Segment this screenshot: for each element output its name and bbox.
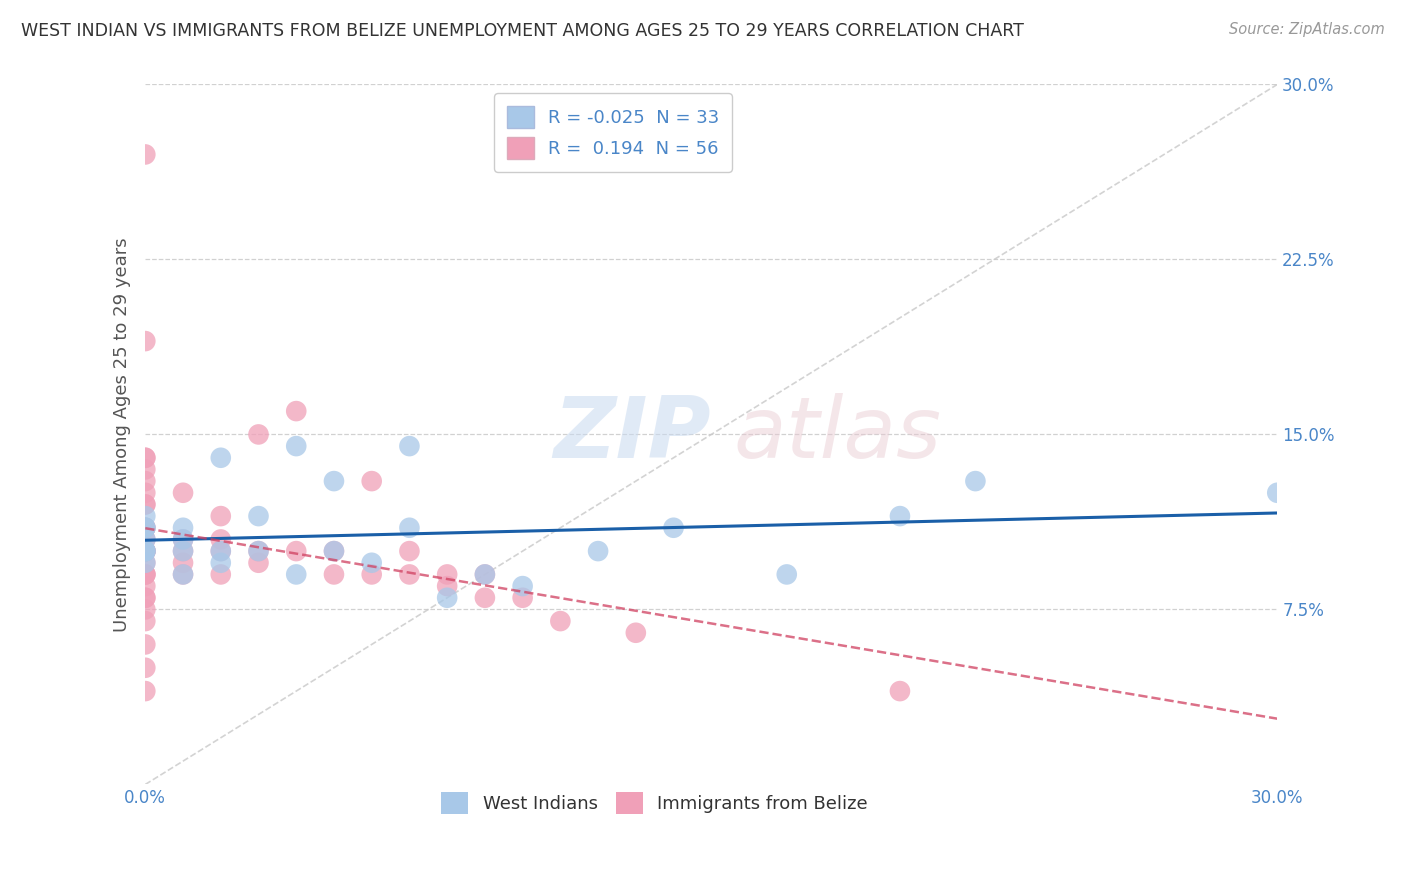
Point — [360, 567, 382, 582]
Text: WEST INDIAN VS IMMIGRANTS FROM BELIZE UNEMPLOYMENT AMONG AGES 25 TO 29 YEARS COR: WEST INDIAN VS IMMIGRANTS FROM BELIZE UN… — [21, 22, 1024, 40]
Point — [172, 567, 194, 582]
Point — [172, 485, 194, 500]
Point — [134, 498, 156, 512]
Point — [134, 614, 156, 628]
Point — [247, 556, 270, 570]
Point — [134, 544, 156, 558]
Point — [134, 602, 156, 616]
Point — [398, 544, 420, 558]
Point — [134, 556, 156, 570]
Point — [1265, 485, 1288, 500]
Point — [285, 404, 308, 418]
Point — [134, 521, 156, 535]
Point — [398, 567, 420, 582]
Point — [512, 591, 534, 605]
Point — [209, 533, 232, 547]
Point — [172, 567, 194, 582]
Point — [323, 544, 346, 558]
Point — [247, 544, 270, 558]
Point — [134, 334, 156, 348]
Point — [134, 450, 156, 465]
Point — [134, 591, 156, 605]
Point — [134, 591, 156, 605]
Point — [172, 533, 194, 547]
Point — [134, 521, 156, 535]
Point — [323, 544, 346, 558]
Point — [172, 556, 194, 570]
Point — [134, 661, 156, 675]
Point — [209, 556, 232, 570]
Point — [662, 521, 685, 535]
Point — [134, 684, 156, 698]
Point — [134, 567, 156, 582]
Point — [209, 509, 232, 524]
Point — [436, 579, 458, 593]
Point — [209, 544, 232, 558]
Point — [134, 521, 156, 535]
Point — [436, 567, 458, 582]
Text: ZIP: ZIP — [554, 393, 711, 476]
Point — [134, 147, 156, 161]
Point — [285, 567, 308, 582]
Point — [209, 450, 232, 465]
Point — [134, 579, 156, 593]
Point — [134, 637, 156, 651]
Point — [172, 544, 194, 558]
Point — [512, 579, 534, 593]
Text: atlas: atlas — [734, 393, 942, 476]
Legend: West Indians, Immigrants from Belize: West Indians, Immigrants from Belize — [430, 780, 879, 824]
Point — [172, 521, 194, 535]
Point — [172, 544, 194, 558]
Point — [134, 567, 156, 582]
Point — [776, 567, 799, 582]
Point — [889, 684, 911, 698]
Point — [436, 591, 458, 605]
Point — [134, 450, 156, 465]
Point — [474, 591, 496, 605]
Point — [474, 567, 496, 582]
Point — [247, 427, 270, 442]
Point — [398, 521, 420, 535]
Point — [134, 544, 156, 558]
Point — [134, 544, 156, 558]
Point — [586, 544, 609, 558]
Point — [889, 509, 911, 524]
Point — [285, 439, 308, 453]
Point — [134, 462, 156, 476]
Point — [323, 567, 346, 582]
Point — [134, 533, 156, 547]
Point — [134, 521, 156, 535]
Point — [247, 509, 270, 524]
Point — [474, 567, 496, 582]
Point — [134, 544, 156, 558]
Point — [209, 567, 232, 582]
Text: Source: ZipAtlas.com: Source: ZipAtlas.com — [1229, 22, 1385, 37]
Y-axis label: Unemployment Among Ages 25 to 29 years: Unemployment Among Ages 25 to 29 years — [114, 237, 131, 632]
Point — [134, 498, 156, 512]
Point — [965, 474, 987, 488]
Point — [134, 485, 156, 500]
Point — [134, 474, 156, 488]
Point — [398, 439, 420, 453]
Point — [134, 544, 156, 558]
Point — [134, 567, 156, 582]
Point — [360, 474, 382, 488]
Point — [360, 556, 382, 570]
Point — [134, 544, 156, 558]
Point — [134, 544, 156, 558]
Point — [172, 533, 194, 547]
Point — [134, 509, 156, 524]
Point — [285, 544, 308, 558]
Point — [209, 544, 232, 558]
Point — [624, 625, 647, 640]
Point — [550, 614, 572, 628]
Point — [134, 556, 156, 570]
Point — [247, 544, 270, 558]
Point — [323, 474, 346, 488]
Point — [134, 533, 156, 547]
